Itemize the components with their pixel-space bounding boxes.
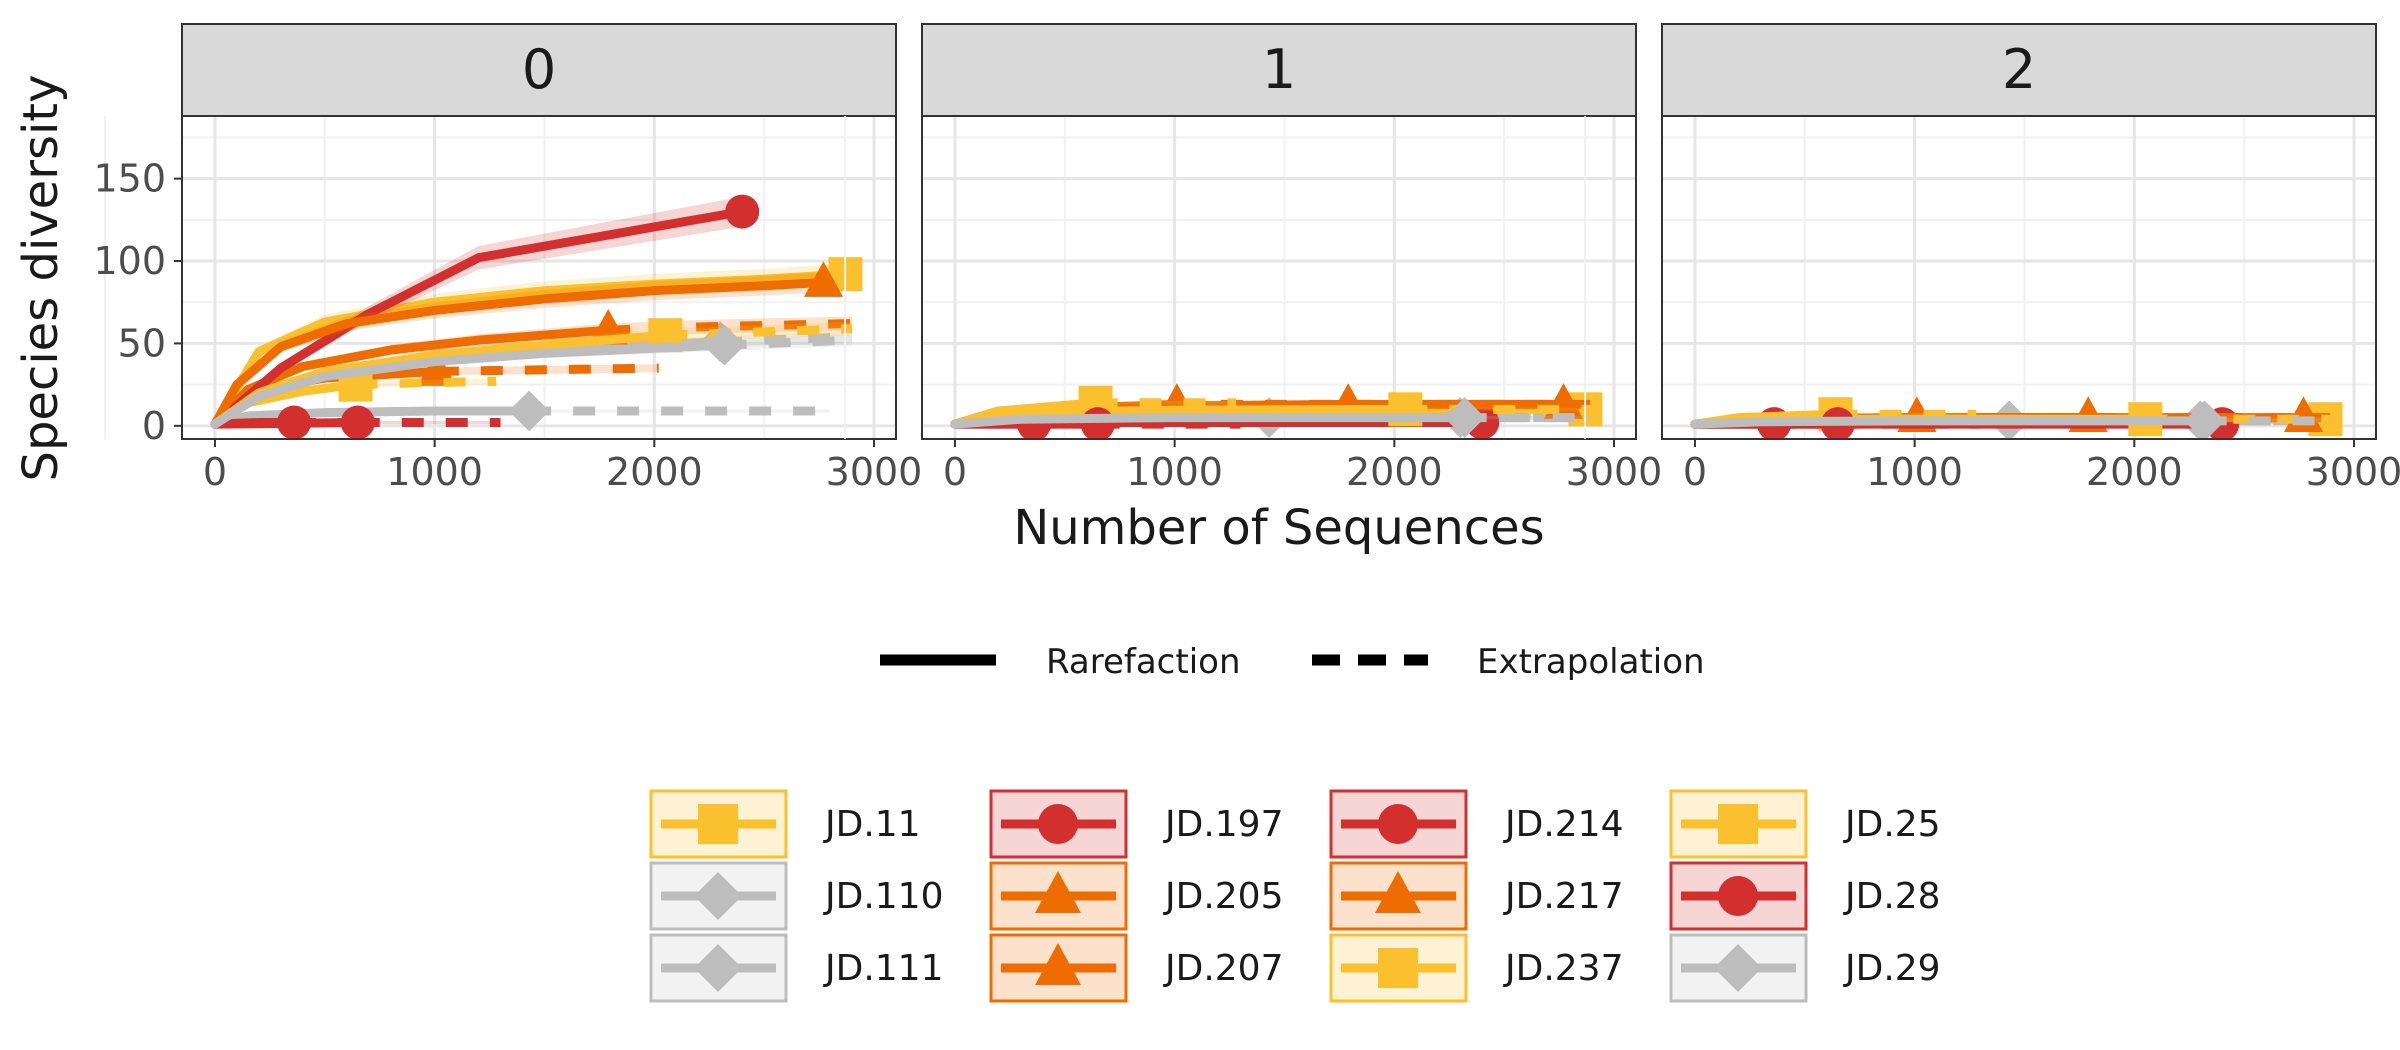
legend-label: JD.28 <box>1843 876 1941 917</box>
legend-label: JD.217 <box>1503 876 1624 917</box>
legend-label-extrapolation: Extrapolation <box>1477 642 1705 682</box>
legend-item-JD.197: JD.197 <box>989 789 1284 859</box>
legend-key-marker <box>1038 804 1078 844</box>
observed-point-JD.205 <box>417 350 457 386</box>
y-tick-label: 50 <box>118 321 166 365</box>
facet-panel-0: 0 <box>104 23 897 440</box>
legend-key-marker <box>1714 944 1762 992</box>
panel-border <box>921 115 1637 440</box>
legend-key-marker <box>1378 948 1418 988</box>
legend-label: JD.25 <box>1843 804 1941 845</box>
facet-strip <box>1661 23 2377 117</box>
x-tick-label: 0 <box>943 450 967 494</box>
x-tick-label: 2000 <box>2086 450 2183 494</box>
extrapolation-line-JD.205 <box>436 363 659 376</box>
panel-border <box>1661 115 2377 440</box>
legend-label: JD.237 <box>1503 948 1624 989</box>
extrapolation-line-JD.25 <box>665 324 853 340</box>
rarefaction-line-JD.214 <box>210 207 747 429</box>
legend-item-JD.207: JD.207 <box>989 933 1284 1003</box>
legend-key-marker <box>694 872 742 920</box>
legend-label: JD.29 <box>1843 948 1941 989</box>
rarefaction-line-JD.29 <box>210 340 730 429</box>
legend-item-JD.214: JD.214 <box>1329 789 1624 859</box>
facet-label: 2 <box>2002 38 2036 101</box>
facet-label: 0 <box>522 38 556 101</box>
legend-item-JD.111: JD.111 <box>649 933 944 1003</box>
legend-label: JD.205 <box>1163 876 1284 917</box>
legend-key-marker <box>1375 871 1421 913</box>
observed-point-JD.29 <box>2184 400 2226 439</box>
legend-key-marker <box>1035 943 1081 985</box>
x-tick-label: 1000 <box>386 450 483 494</box>
confidence-band-JD.237 <box>214 378 497 426</box>
legend-key-marker <box>1718 804 1758 844</box>
x-tick-label: 2000 <box>1346 450 1443 494</box>
legend-key-marker <box>1035 871 1081 913</box>
legend-key-marker <box>1378 804 1418 844</box>
legend-key-marker <box>694 944 742 992</box>
panel-border <box>181 115 897 440</box>
legend-key-marker <box>1718 876 1758 916</box>
panel-background <box>1662 116 2376 439</box>
observed-point-JD.28 <box>1080 407 1115 439</box>
facet-label: 1 <box>1262 38 1296 101</box>
legend-label: JD.197 <box>1163 804 1284 845</box>
facet-data <box>210 194 863 439</box>
rarefaction-line-JD.11 <box>210 269 850 429</box>
legend-item-JD.11: JD.11 <box>649 789 921 859</box>
observed-point-JD.29 <box>1444 397 1486 438</box>
extrapolation-line-JD.29 <box>724 335 853 350</box>
y-tick-label: 150 <box>93 157 166 201</box>
legend-item-JD.29: JD.29 <box>1669 933 1941 1003</box>
x-tick-label: 1000 <box>1126 450 1223 494</box>
x-tick-label: 1000 <box>1866 450 1963 494</box>
observed-point-JD.214 <box>725 194 760 229</box>
rarefaction-line-JD.110 <box>210 406 534 429</box>
legend-label: JD.110 <box>823 876 944 917</box>
legend-item-JD.217: JD.217 <box>1329 861 1624 931</box>
x-tick-label: 0 <box>1683 450 1707 494</box>
rarefaction-line-JD.28 <box>210 418 363 429</box>
legend-label: JD.214 <box>1503 804 1624 845</box>
legend-label-rarefaction: Rarefaction <box>1046 642 1241 682</box>
legend-key-marker <box>698 804 738 844</box>
panel-background <box>922 116 1636 439</box>
facet-strip <box>921 23 1637 117</box>
y-tick-label: 100 <box>93 239 166 283</box>
facet-data <box>1690 396 2343 439</box>
observed-point-JD.29 <box>704 324 746 366</box>
observed-point-JD.28 <box>340 405 375 439</box>
extrapolation-line-JD.237 <box>355 376 497 390</box>
y-axis-title: Species diversity <box>13 74 69 481</box>
rarefaction-line-JD.29 <box>950 413 1470 429</box>
x-axis-title: Number of Sequences <box>1013 500 1544 556</box>
y-tick-label: 0 <box>142 404 166 448</box>
legend-label: JD.111 <box>823 948 944 989</box>
legend-item-JD.237: JD.237 <box>1329 933 1624 1003</box>
x-tick-label: 0 <box>203 450 227 494</box>
facet-panel-2: 2 <box>1584 23 2377 440</box>
legend-item-JD.28: JD.28 <box>1669 861 1941 931</box>
legend-label: JD.11 <box>823 804 921 845</box>
rarefaction-line-JD.29 <box>1690 416 2210 429</box>
facet-data <box>950 383 1603 439</box>
x-tick-label: 2000 <box>606 450 703 494</box>
extrapolation-line-JD.207 <box>608 319 853 335</box>
observed-point-JD.217 <box>803 261 844 297</box>
facet-strip <box>181 23 897 117</box>
legend-item-JD.110: JD.110 <box>649 861 944 931</box>
observed-point-JD.110 <box>508 390 550 432</box>
x-tick-label: 3000 <box>826 450 923 494</box>
facet-panel-1: 1 <box>844 23 1637 440</box>
x-tick-label: 3000 <box>1566 450 1663 494</box>
legend-item-JD.25: JD.25 <box>1669 789 1941 859</box>
legend-item-JD.205: JD.205 <box>989 861 1284 931</box>
rarefaction-line-JD.217 <box>210 277 829 429</box>
legend-label: JD.207 <box>1163 948 1284 989</box>
x-tick-label: 3000 <box>2306 450 2400 494</box>
